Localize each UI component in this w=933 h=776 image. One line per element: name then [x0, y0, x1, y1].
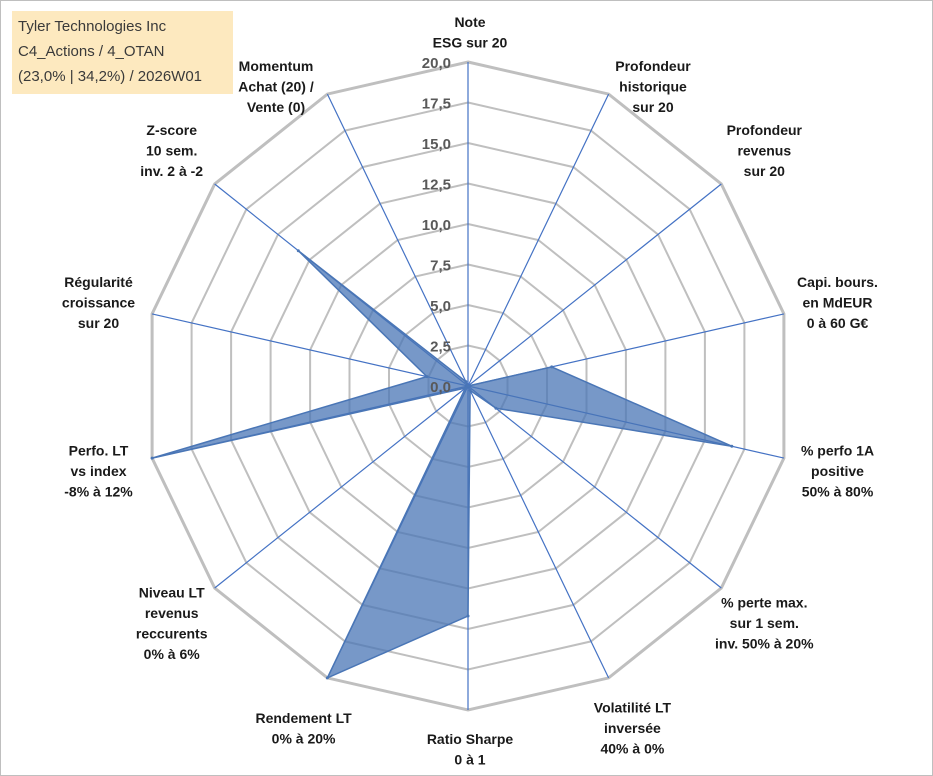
data-point-10 — [150, 456, 154, 460]
axis-label-10-line-0: Perfo. LT — [69, 443, 129, 459]
axis-label-10: Perfo. LT vs index -8% à 12% — [64, 443, 133, 500]
axis-spoke-1 — [467, 93, 610, 387]
axis-label-11-line-1: croissance — [62, 294, 135, 310]
axis-label-13-line-2: Vente (0) — [247, 99, 305, 115]
axis-label-0-line-1: ESG sur 20 — [433, 35, 508, 51]
axis-label-8-line-0: Rendement LT — [255, 710, 352, 726]
data-point-5 — [494, 406, 498, 410]
tick-label-3: 7,5 — [430, 258, 451, 275]
info-box: Tyler Technologies Inc C4_Actions / 4_OT… — [12, 11, 233, 94]
axis-label-9-line-2: reccurents — [136, 625, 208, 641]
axis-label-layer: Note ESG sur 20 Profondeur historique sur 20… — [62, 14, 878, 768]
data-point-13 — [464, 380, 468, 384]
tick-label-0: 0,0 — [430, 379, 451, 396]
tick-label-layer: 0,0 2,5 5,0 7,5 10,0 12,5 15,0 17,5 20,0 — [422, 55, 451, 396]
axis-spoke-6 — [467, 385, 610, 679]
axis-label-6-line-1: inversée — [604, 720, 661, 736]
axis-label-11: Régularité croissance sur 20 — [62, 274, 135, 331]
axis-label-11-line-0: Régularité — [64, 274, 133, 290]
axis-label-1-line-0: Profondeur — [615, 58, 691, 74]
axis-label-9-line-1: revenus — [145, 605, 199, 621]
axis-label-4: % perfo 1A positive 50% à 80% — [801, 443, 874, 500]
axis-label-8-line-1: 0% à 20% — [272, 731, 336, 747]
axis-label-1-line-2: sur 20 — [632, 99, 673, 115]
axis-label-4-line-2: 50% à 80% — [802, 484, 874, 500]
tick-label-2: 5,0 — [430, 298, 451, 315]
axis-label-10-line-1: vs index — [70, 463, 126, 479]
axis-label-2-line-0: Profondeur — [727, 122, 803, 138]
axis-label-10-line-2: -8% à 12% — [64, 484, 133, 500]
info-stats-period: (23,0% | 34,2%) / 2026W01 — [18, 68, 202, 85]
axis-label-5-line-1: sur 1 sem. — [730, 615, 799, 631]
axis-label-3-line-2: 0 à 60 G€ — [807, 315, 869, 331]
tick-label-6: 15,0 — [422, 136, 451, 153]
axis-label-2: Profondeur revenus sur 20 — [727, 122, 803, 179]
axis-label-6: Volatilité LT inversée 40% à 0% — [594, 700, 672, 757]
axis-label-0: Note ESG sur 20 — [433, 14, 508, 51]
axis-label-12-line-2: inv. 2 à -2 — [140, 163, 203, 179]
axis-label-12-line-1: 10 sem. — [146, 142, 197, 158]
axis-label-4-line-1: positive — [811, 463, 864, 479]
info-company-name: Tyler Technologies Inc — [18, 18, 167, 35]
axis-spoke-13 — [326, 93, 469, 387]
tick-label-5: 12,5 — [422, 177, 451, 194]
axis-label-7: Ratio Sharpe 0 à 1 — [427, 731, 514, 768]
axis-label-3-line-1: en MdEUR — [803, 294, 873, 310]
axis-label-2-line-1: revenus — [737, 142, 791, 158]
axis-spoke-2 — [467, 183, 722, 387]
axis-label-7-line-0: Ratio Sharpe — [427, 731, 514, 747]
data-point-8 — [325, 676, 329, 680]
data-point-7 — [466, 614, 470, 618]
axis-label-2-line-2: sur 20 — [744, 163, 785, 179]
data-point-2 — [466, 384, 470, 388]
axis-spoke-11 — [151, 313, 469, 387]
axis-spoke-5 — [467, 385, 722, 589]
tick-label-1: 2,5 — [430, 339, 451, 356]
axis-label-8: Rendement LT 0% à 20% — [255, 710, 352, 747]
axis-label-1-line-1: historique — [619, 79, 687, 95]
axis-label-13-line-1: Achat (20) / — [238, 79, 314, 95]
axis-label-6-line-0: Volatilité LT — [594, 700, 672, 716]
data-point-4 — [730, 444, 734, 448]
data-point-9 — [464, 386, 467, 390]
axis-spoke-9 — [214, 385, 469, 589]
axis-label-5-line-0: % perte max. — [721, 595, 807, 611]
axis-label-13: Momentum Achat (20) / Vente (0) — [238, 58, 314, 115]
axis-label-12: Z-score 10 sem. inv. 2 à -2 — [140, 122, 203, 179]
axis-label-7-line-1: 0 à 1 — [454, 752, 485, 768]
axis-label-9-line-3: 0% à 6% — [144, 646, 201, 662]
axis-label-6-line-2: 40% à 0% — [600, 741, 664, 757]
series-layer — [150, 249, 734, 680]
axis-label-9-line-0: Niveau LT — [139, 584, 205, 600]
axis-label-5-line-2: inv. 50% à 20% — [715, 636, 814, 652]
tick-label-7: 17,5 — [422, 96, 451, 113]
tick-label-8: 20,0 — [422, 55, 451, 72]
axis-label-12-line-0: Z-score — [146, 122, 197, 138]
axis-label-9: Niveau LT revenus reccurents 0% à 6% — [136, 584, 208, 662]
axis-label-3: Capi. bours. en MdEUR 0 à 60 G€ — [797, 274, 878, 331]
data-point-6 — [468, 388, 472, 392]
data-point-11 — [425, 375, 429, 379]
axis-label-3-line-0: Capi. bours. — [797, 274, 878, 290]
axis-label-0-line-0: Note — [454, 14, 485, 30]
data-point-3 — [550, 365, 554, 369]
data-point-12 — [296, 249, 300, 253]
axis-label-13-line-0: Momentum — [239, 58, 314, 74]
axis-label-4-line-0: % perfo 1A — [801, 443, 874, 459]
axis-label-5: % perte max. sur 1 sem. inv. 50% à 20% — [715, 595, 814, 652]
axis-label-1: Profondeur historique sur 20 — [615, 58, 691, 115]
tick-label-4: 10,0 — [422, 217, 451, 234]
info-category: C4_Actions / 4_OTAN — [18, 43, 165, 60]
axis-label-11-line-2: sur 20 — [78, 315, 119, 331]
